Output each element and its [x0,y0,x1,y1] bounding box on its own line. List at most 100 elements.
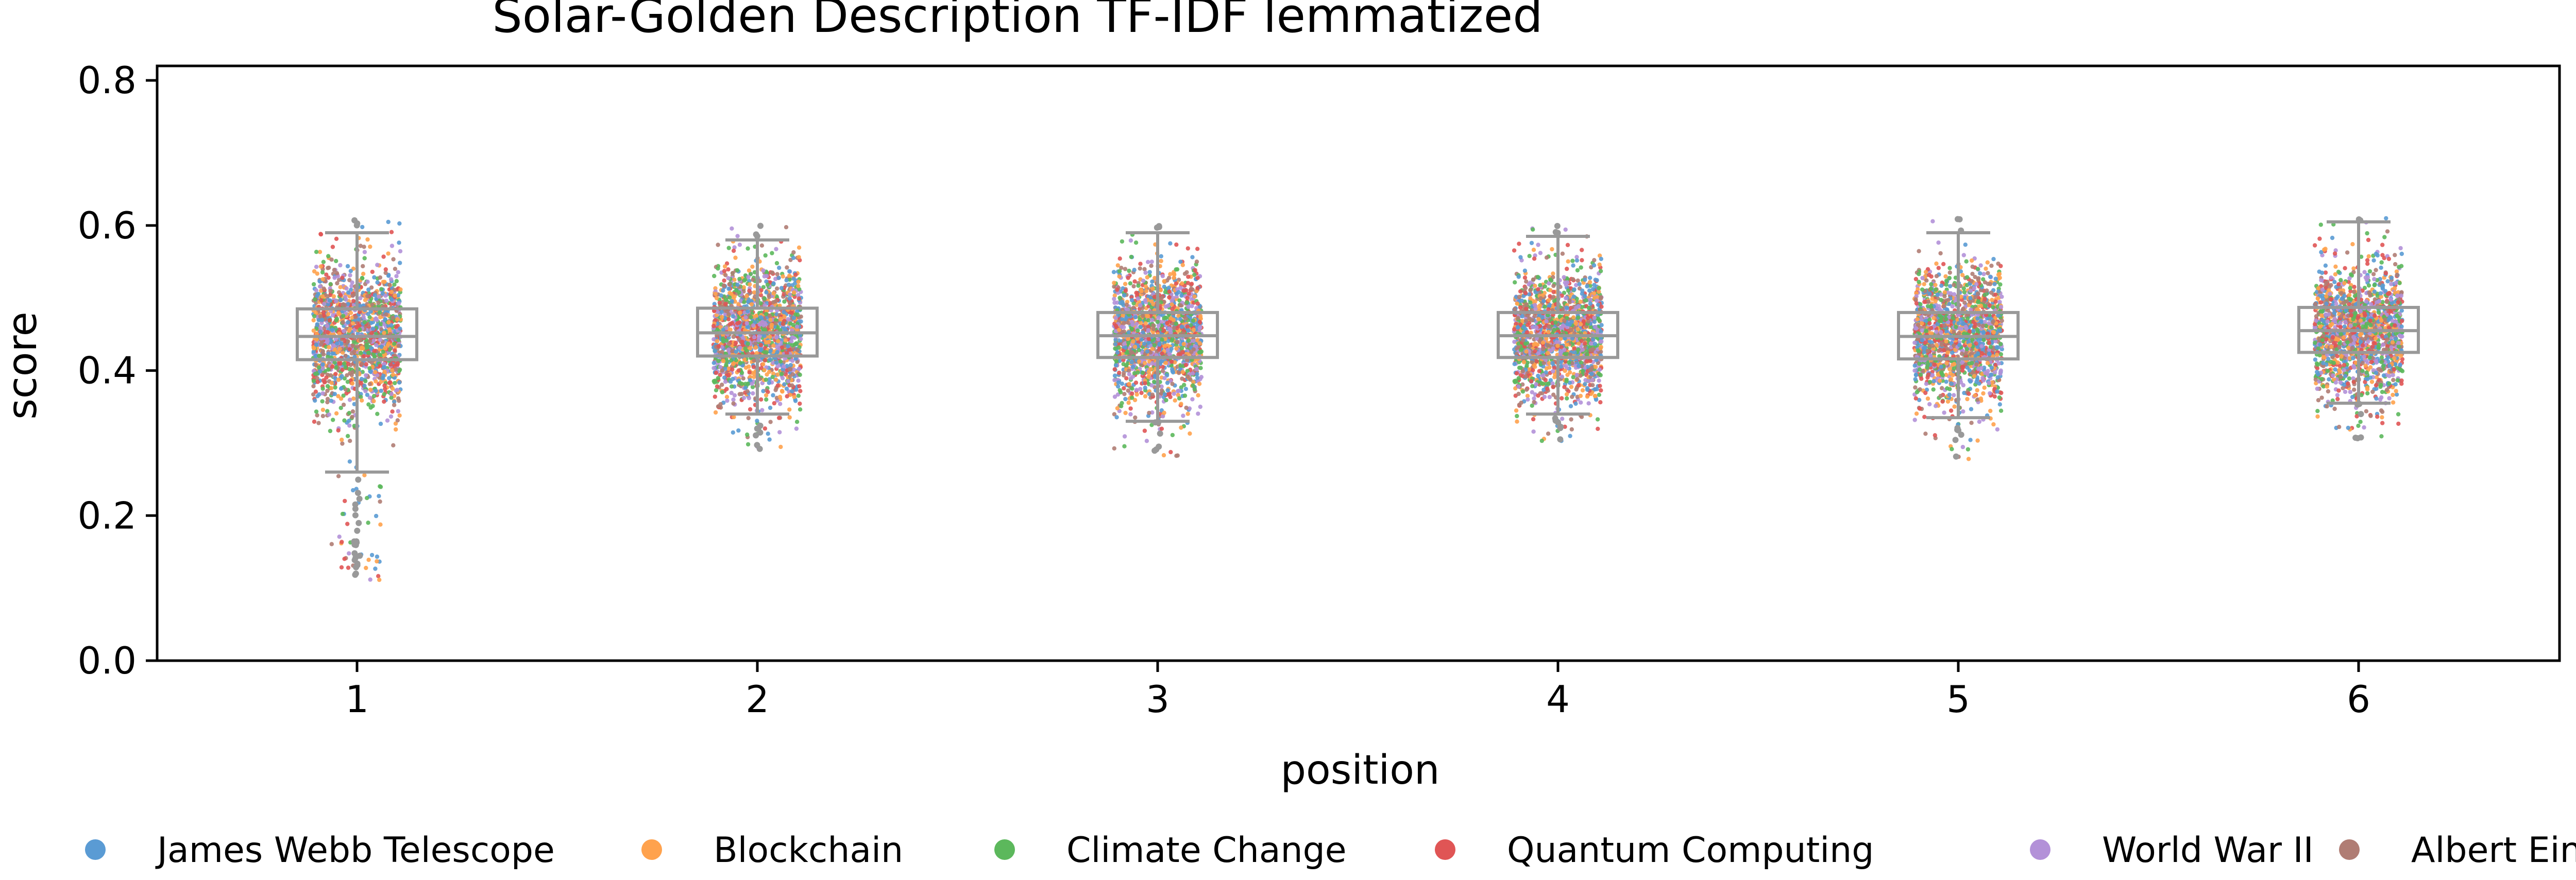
strip-point [342,557,347,561]
strip-point [1174,281,1178,286]
strip-point [786,282,791,287]
strip-point [396,409,400,413]
strip-point [325,339,330,343]
strip-point [789,310,794,315]
strip-point [334,411,339,416]
strip-point [1168,394,1173,400]
strip-point [1133,415,1138,420]
strip-point [354,325,359,330]
x-tick-label: 1 [345,678,369,721]
strip-point [1196,393,1200,398]
strip-point [367,366,372,371]
strip-point [345,264,350,269]
strip-point [389,297,394,302]
strip-point [726,246,731,250]
strip-point [774,261,779,266]
y-tick-label: 0.2 [77,494,137,537]
strip-point [1111,270,1116,274]
strip-point [1167,352,1172,356]
strip-point [378,421,383,426]
strip-point [1132,344,1138,349]
strip-point [360,225,365,230]
strip-point [338,406,343,410]
strip-point [1149,383,1154,388]
strip-point [737,277,742,281]
strip-point [389,290,394,295]
strip-point [1116,327,1122,332]
strip-point [378,522,383,527]
strip-point [377,294,381,299]
strip-point [767,369,772,374]
strip-point [795,348,800,353]
strip-point [338,386,344,391]
strip-point [730,384,734,389]
strip-point [724,387,729,391]
strip-point [1149,260,1154,264]
strip-point [390,386,395,391]
strip-point [1160,351,1164,356]
strip-point [333,347,337,352]
strip-point [1136,328,1140,333]
strip-point [1130,391,1134,396]
strip-point [1182,393,1188,398]
strip-point [796,279,801,284]
strip-point [1133,315,1138,320]
strip-point [762,368,767,373]
strip-point [324,272,329,277]
strip-point [361,315,366,319]
strip-point [320,413,326,419]
strip-point [782,299,787,304]
strip-point [720,350,724,354]
strip-point [1134,290,1139,295]
strip-point [778,444,783,450]
strip-point [791,316,796,320]
strip-point [779,372,784,376]
strip-point [394,325,399,330]
strip-point [1123,410,1128,416]
strip-point [759,243,765,248]
strip-point [730,226,734,231]
strip-point [383,267,388,272]
strip-point [321,260,326,264]
strip-point [763,253,768,258]
strip-point [735,234,740,238]
strip-point [723,302,728,306]
strip-point [397,399,401,403]
strip-point [1163,360,1168,365]
strip-point [1190,397,1195,402]
strip-point [315,376,319,381]
strip-point [341,320,345,324]
strip-point [1190,304,1194,308]
strip-point [350,343,355,348]
strip-point [348,439,352,443]
strip-point [735,282,740,287]
strip-point [1162,284,1166,289]
strip-point [751,323,756,328]
strip-point [1142,341,1146,346]
strip-point [1131,339,1136,344]
strip-point [320,362,325,367]
strip-point [334,258,338,264]
strip-point [1190,255,1195,260]
strip-point [344,297,348,302]
strip-point [1150,347,1155,351]
strip-point [1169,359,1174,364]
strip-point [345,434,350,438]
strip-point [311,378,316,383]
strip-point [321,286,326,291]
strip-point [771,281,776,286]
strip-point [1170,338,1174,343]
strip-point [742,278,747,283]
strip-point [1145,275,1149,280]
strip-point [1185,246,1190,251]
strip-point [726,286,731,291]
strip-point [1143,385,1147,390]
strip-point [724,394,730,399]
strip-point [378,484,382,489]
strip-point [764,312,769,317]
strip-point [321,310,326,315]
strip-point [1146,369,1151,374]
strip-point [1166,285,1171,290]
strip-point [326,302,331,307]
strip-point [362,250,367,254]
